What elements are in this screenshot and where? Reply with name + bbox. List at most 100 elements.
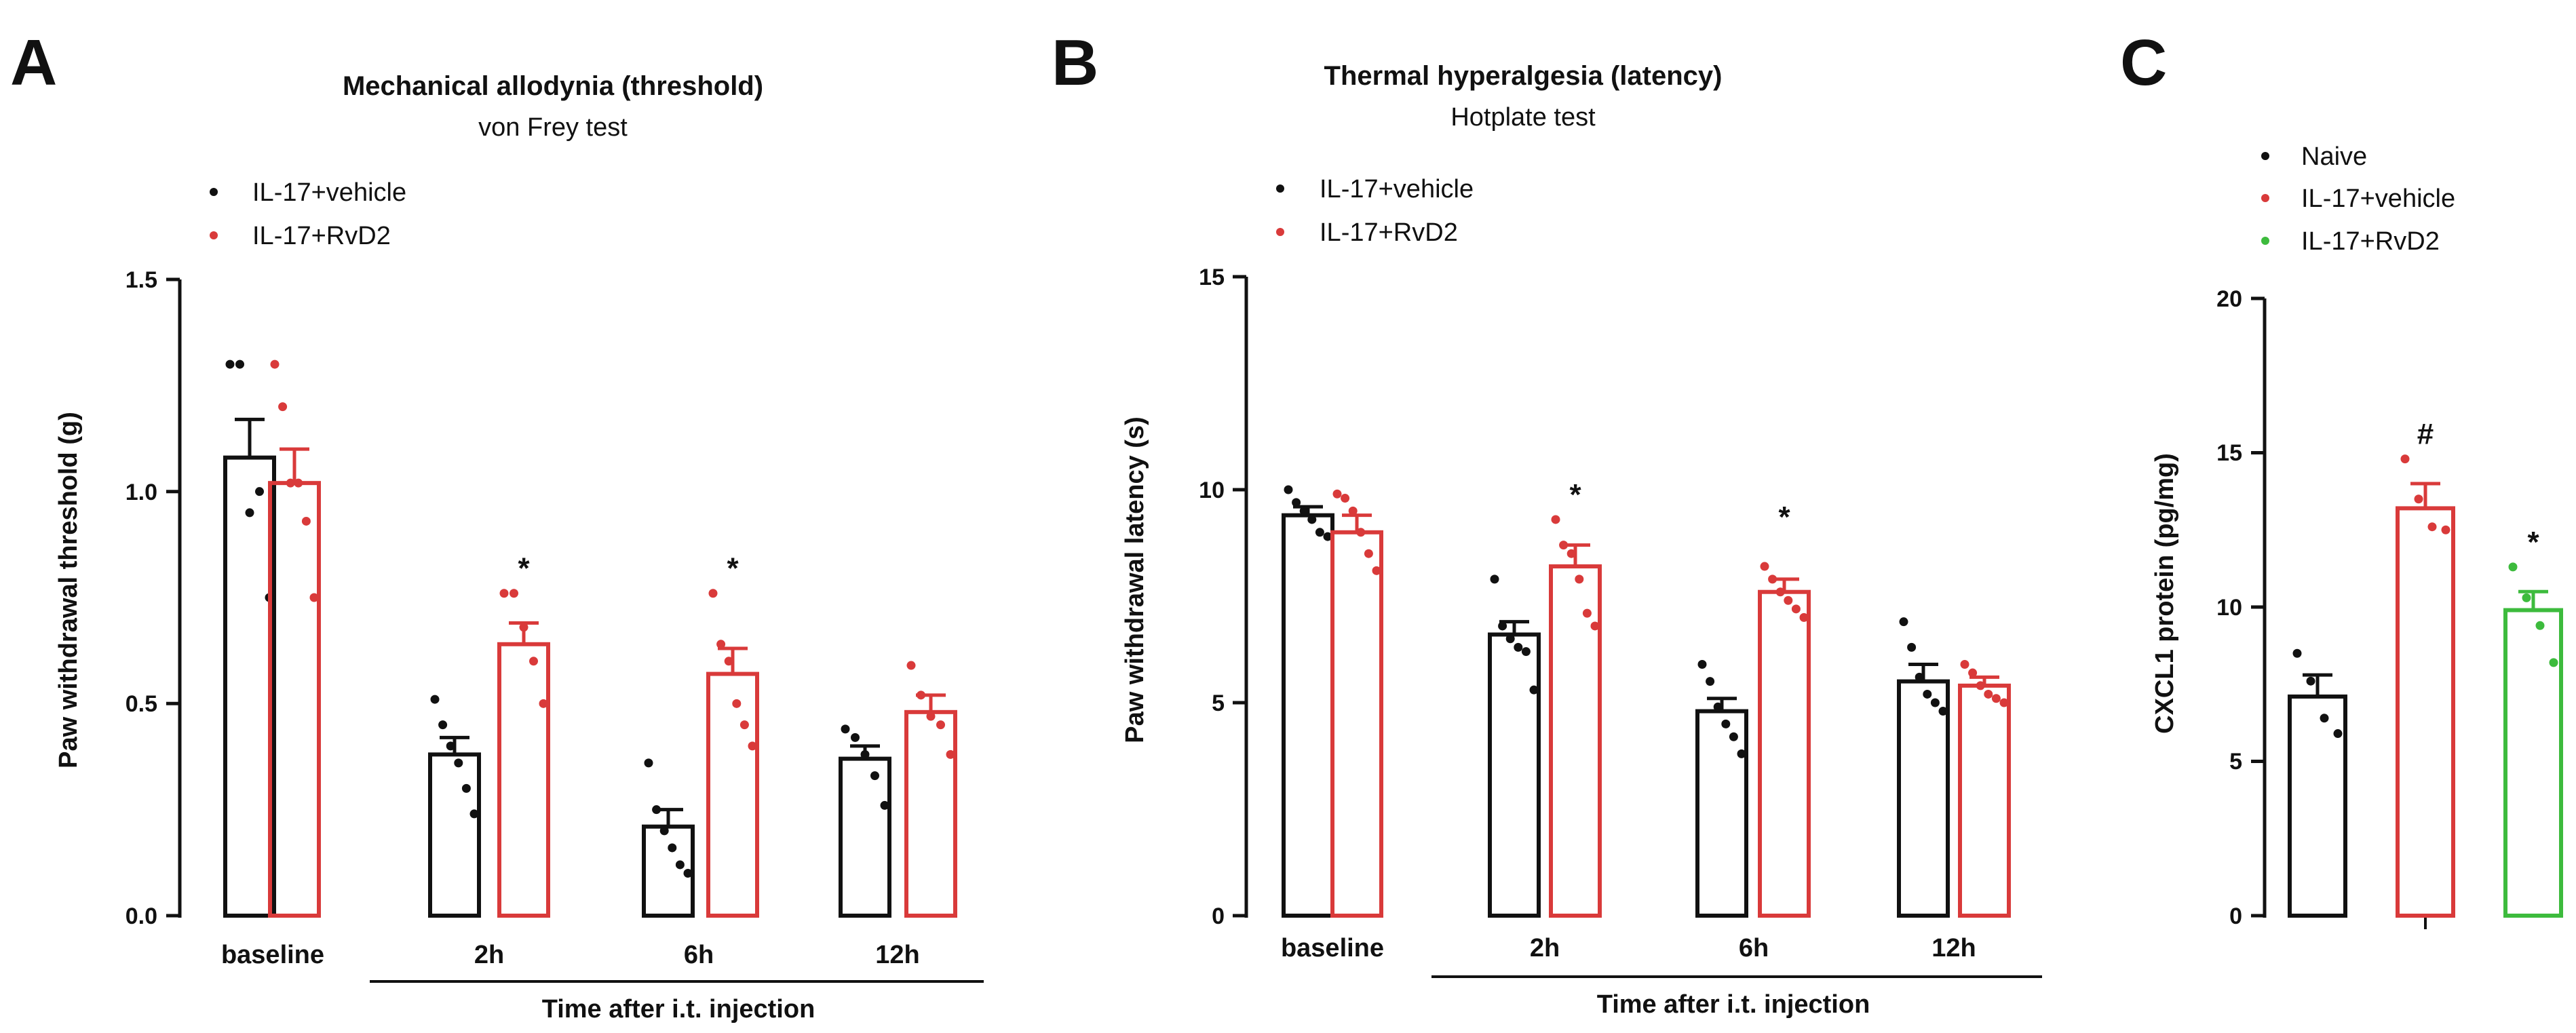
data-point-vehicle-2h <box>454 758 463 768</box>
significance-marker-il-17-rvd2: * <box>2527 526 2539 559</box>
data-point-rvd2-2h <box>1566 549 1576 558</box>
bar-vehicle-12h <box>1897 679 1950 918</box>
data-point-rvd2-6h <box>748 741 757 751</box>
data-point-rvd2-6h <box>739 720 749 730</box>
panel-b-subtitle: Hotplate test <box>1450 103 1596 132</box>
data-point-vehicle-2h <box>446 741 455 751</box>
panel-letter-c: C <box>2120 26 2167 99</box>
data-point-rvd2-baseline <box>278 402 288 412</box>
panel-a-y-tick-label: 1.0 <box>126 480 157 505</box>
bar-vehicle-baseline <box>1282 513 1334 918</box>
panel-a-subtitle: von Frey test <box>478 113 628 142</box>
data-point-rvd2-6h <box>1791 604 1801 614</box>
panel-b-category-label: 2h <box>1530 934 1560 962</box>
legend-dot-rvd2-a <box>210 231 218 239</box>
data-point-vehicle-12h <box>1938 707 1948 716</box>
legend-dot-vehicle-c <box>2261 194 2269 202</box>
panel-b-legend: IL-17+vehicle IL-17+RvD2 <box>1276 175 1474 247</box>
data-point-rvd2-2h <box>1582 608 1592 618</box>
panel-a-plot: * * <box>223 359 957 918</box>
panel-c: C Naive IL-17+vehicle IL-17+RvD2 CXCL1 p… <box>2120 26 2563 929</box>
panel-c-y-axis-title: CXCL1 protein (pg/mg) <box>2151 453 2179 734</box>
data-point-vehicle-baseline <box>1307 515 1317 524</box>
data-point-vehicle-baseline <box>1323 532 1332 541</box>
legend-dot-rvd2-c <box>2261 237 2269 245</box>
data-point-rvd2-baseline <box>1364 549 1373 558</box>
panel-a-y-tick-label: 0.0 <box>126 903 157 929</box>
data-point-rvd2-baseline <box>1332 489 1342 499</box>
data-point-vehicle-baseline <box>1292 498 1301 507</box>
data-point-rvd2-6h <box>1784 596 1793 605</box>
data-point-rvd2-12h <box>1976 681 1985 690</box>
significance-marker-annotation: * <box>1778 501 1790 534</box>
data-point-rvd2-2h <box>1575 574 1584 584</box>
significance-marker-rvd2-2h: * <box>1569 478 1581 511</box>
panel-a-category-label: 6h <box>684 941 714 969</box>
bar-rvd2-2h <box>1549 564 1602 918</box>
panel-letter-b: B <box>1052 26 1098 99</box>
data-point-vehicle-6h <box>652 805 661 815</box>
bar-rvd2-12h <box>1958 683 2011 918</box>
panel-a-x-axis: baseline 2h 6h 12h Time after i.t. injec… <box>221 941 984 1024</box>
data-point-vehicle-6h <box>1729 732 1738 741</box>
panel-letter-a: A <box>10 26 57 99</box>
panel-b-category-label: 12h <box>1931 934 1976 962</box>
data-point-vehicle-12h <box>841 724 850 734</box>
data-point-il-17-rvd2 <box>2549 658 2558 667</box>
panel-a-x-axis-title: Time after i.t. injection <box>542 995 815 1024</box>
panel-a-category-label: baseline <box>221 941 324 969</box>
data-point-rvd2-baseline <box>1356 528 1366 537</box>
data-point-vehicle-6h <box>1713 702 1723 712</box>
data-point-vehicle-12h <box>851 733 860 742</box>
panel-a-y-tick-label: 1.5 <box>126 267 157 293</box>
significance-marker-il-17-vehicle: # <box>2417 418 2434 451</box>
data-point-rvd2-2h <box>499 589 509 598</box>
data-point-vehicle-6h <box>1706 677 1715 686</box>
panel-a-y-axis: 0.0 0.5 1.0 1.5 <box>126 267 182 929</box>
data-point-rvd2-baseline <box>1348 506 1358 515</box>
data-point-rvd2-12h <box>1968 668 1978 678</box>
panel-a-legend: IL-17+vehicle IL-17+RvD2 <box>210 178 406 250</box>
panel-b-plot: ** <box>1282 478 2011 918</box>
data-point-vehicle-12h <box>1930 698 1940 707</box>
data-point-vehicle-baseline <box>225 359 235 369</box>
bar-il-17-vehicle <box>2396 506 2455 918</box>
data-point-rvd2-2h <box>510 589 518 598</box>
data-point-rvd2-baseline <box>301 516 311 526</box>
panel-b-y-tick-label: 5 <box>1212 690 1225 716</box>
data-point-rvd2-baseline <box>294 478 303 488</box>
panel-b-y-axis: 0 5 10 15 <box>1199 265 1248 929</box>
data-point-rvd2-baseline <box>270 359 280 369</box>
panel-c-y-tick-label: 0 <box>2229 903 2242 929</box>
panel-c-y-tick-label: 10 <box>2216 595 2242 621</box>
panel-c-y-tick-label: 15 <box>2216 440 2242 466</box>
panel-a-y-axis-title: Paw withdrawal threshold (g) <box>54 412 83 768</box>
bar-il-17-rvd2 <box>2503 608 2563 918</box>
panel-c-y-tick-label: 5 <box>2229 749 2242 775</box>
data-point-rvd2-2h <box>1559 541 1569 550</box>
data-point-rvd2-12h <box>926 712 936 721</box>
data-point-vehicle-baseline <box>245 508 254 518</box>
data-point-rvd2-6h <box>732 699 742 708</box>
legend-dot-vehicle-a <box>210 188 218 196</box>
data-point-rvd2-12h <box>1999 698 2009 707</box>
data-point-il-17-vehicle <box>2414 494 2423 504</box>
data-point-vehicle-2h <box>438 720 448 730</box>
data-point-rvd2-6h <box>724 657 733 666</box>
data-point-rvd2-6h <box>708 589 718 598</box>
data-point-vehicle-6h <box>1737 749 1746 758</box>
data-point-vehicle-baseline <box>235 359 244 369</box>
data-point-il-17-rvd2 <box>2535 621 2545 630</box>
data-point-rvd2-2h <box>519 623 528 632</box>
panel-a-y-tick-label: 0.5 <box>126 691 157 717</box>
data-point-vehicle-2h <box>469 809 479 819</box>
data-point-vehicle-6h <box>675 860 685 870</box>
panel-a: A Mechanical allodynia (threshold) von F… <box>10 26 984 1024</box>
panel-c-plot: #* <box>2288 418 2563 918</box>
data-point-naive <box>2320 714 2329 723</box>
bar-rvd2-baseline <box>1330 530 1383 918</box>
panel-a-category-label: 12h <box>875 941 919 969</box>
bar-vehicle-2h <box>1488 632 1541 918</box>
data-point-il-17-rvd2 <box>2522 593 2531 602</box>
